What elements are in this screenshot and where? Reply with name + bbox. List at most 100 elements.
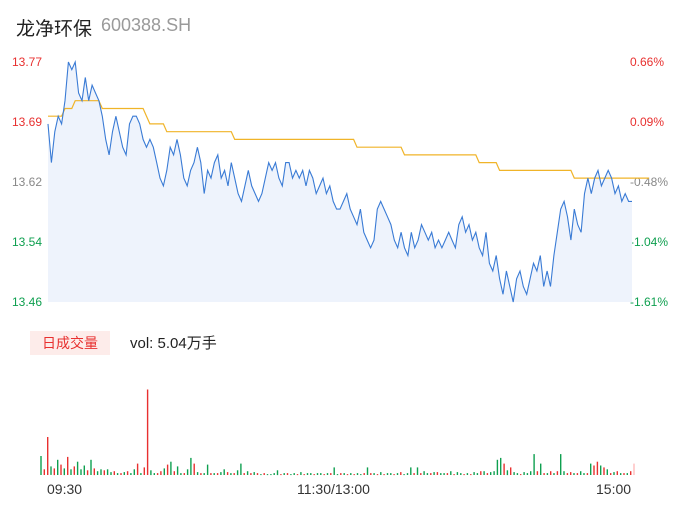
- volume-bar: [163, 468, 165, 476]
- volume-bar: [183, 473, 185, 475]
- pct-tick-4: -1.61%: [630, 295, 669, 309]
- price-tick-0: 13.77: [12, 55, 43, 69]
- volume-bar: [130, 473, 132, 475]
- volume-bar: [343, 473, 345, 475]
- volume-bar: [100, 469, 102, 475]
- volume-bar: [40, 456, 42, 475]
- volume-bar: [550, 471, 552, 475]
- volume-bar: [436, 472, 439, 475]
- volume-bar: [606, 469, 608, 475]
- volume-bar: [336, 474, 339, 476]
- volume-bar: [57, 459, 59, 475]
- volume-bar: [523, 472, 525, 475]
- price-line: [47, 59, 632, 303]
- volume-bar: [426, 473, 429, 475]
- volume-bar: [300, 472, 302, 475]
- volume-bar: [166, 464, 169, 475]
- volume-bar: [623, 473, 625, 475]
- volume-bar: [67, 456, 69, 475]
- volume-bar: [293, 473, 295, 475]
- volume-bar: [260, 474, 262, 476]
- volume-bar: [306, 473, 309, 475]
- volume-bar: [620, 473, 622, 475]
- volume-bar: [156, 473, 159, 475]
- volume-bar: [626, 473, 628, 475]
- volume-bar: [540, 463, 542, 475]
- volume-bar: [106, 469, 109, 475]
- volume-bar: [513, 472, 515, 475]
- volume-bar: [146, 389, 149, 475]
- time-mid: 11:30/13:00: [297, 481, 370, 497]
- volume-bar: [326, 473, 329, 475]
- volume-readout: vol: 5.04万手: [130, 335, 217, 352]
- volume-bar: [453, 474, 455, 476]
- volume-bar: [423, 471, 425, 475]
- volume-bar: [90, 459, 92, 475]
- volume-tab[interactable]: 日成交量: [30, 331, 110, 355]
- volume-bar: [596, 461, 599, 475]
- volume-bar: [566, 473, 569, 475]
- volume-bar: [430, 473, 432, 475]
- volume-bar: [433, 472, 435, 475]
- volume-bar: [263, 473, 265, 475]
- volume-bar: [60, 464, 62, 475]
- volume-bar: [190, 457, 192, 475]
- volume-bar: [460, 473, 462, 475]
- volume-bar: [613, 472, 615, 475]
- volume-bar: [350, 473, 352, 475]
- volume-bar: [123, 472, 125, 475]
- volume-bar: [170, 461, 172, 475]
- volume-bar: [573, 473, 575, 475]
- volume-bar: [316, 473, 319, 475]
- volume-bar: [370, 473, 372, 475]
- time-close: 15:00: [596, 481, 632, 497]
- volume-bar: [546, 473, 549, 475]
- price-tick-4: 13.46: [12, 295, 43, 309]
- volume-bar: [616, 471, 618, 475]
- volume-bar: [280, 474, 282, 476]
- volume-bar: [560, 454, 562, 475]
- volume-bar: [270, 474, 272, 476]
- volume-bar: [366, 467, 369, 475]
- volume-bar: [450, 471, 452, 475]
- volume-bar: [563, 471, 565, 475]
- volume-bar: [330, 473, 332, 475]
- volume-bar: [413, 473, 415, 475]
- volume-bar: [363, 473, 365, 475]
- volume-bar: [416, 467, 419, 475]
- price-tick-2: 13.62: [12, 175, 43, 189]
- volume-bar: [240, 463, 242, 475]
- volume-bar: [276, 470, 279, 476]
- volume-bar: [230, 473, 232, 475]
- volume-bar: [466, 473, 469, 475]
- volume-bar: [483, 471, 485, 475]
- volume-bar: [420, 473, 422, 475]
- volume-bar: [206, 464, 209, 475]
- volume-bar: [140, 473, 142, 475]
- volume-bar: [176, 466, 179, 475]
- volume-bar: [76, 461, 79, 475]
- volume-bar: [120, 473, 122, 475]
- volume-bar: [303, 474, 305, 476]
- volume-bar: [340, 473, 342, 475]
- volume-bar: [53, 468, 55, 476]
- volume-bar: [360, 474, 362, 476]
- volume-bar: [463, 474, 465, 476]
- volume-bar: [590, 463, 592, 475]
- stock-code: 600388.SH: [101, 15, 192, 35]
- volume-bar: [603, 467, 605, 475]
- volume-bar: [83, 465, 85, 475]
- volume-bar: [216, 473, 219, 475]
- volume-bar: [600, 465, 602, 475]
- pct-tick-1: 0.09%: [630, 115, 665, 129]
- price-area-fill: [48, 62, 632, 302]
- volume-bar: [570, 472, 572, 475]
- volume-bar: [236, 470, 239, 476]
- volume-bar: [543, 473, 545, 475]
- volume-bar: [286, 473, 289, 475]
- volume-bar: [136, 463, 139, 475]
- volume-bar: [470, 474, 472, 476]
- volume-bar: [333, 467, 335, 475]
- volume-bar: [533, 454, 535, 475]
